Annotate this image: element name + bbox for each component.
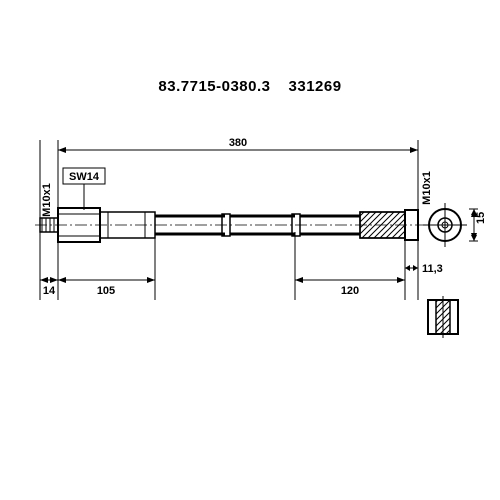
thread-left: M10x1 [41, 183, 53, 217]
dim-105-val: 105 [97, 285, 115, 297]
dim-14-val: 14 [43, 285, 56, 297]
thread-right: M10x1 [421, 171, 433, 205]
dim-11-3-val: 11,3 [422, 263, 443, 275]
dim-120-val: 120 [341, 285, 359, 297]
dim-overall-value: 380 [229, 137, 247, 149]
diagram-svg: 380 SW14 M10x1 [0, 0, 500, 500]
dim-15: 15 [475, 212, 487, 224]
drawing-canvas: 83.7715-0380.3331269 [0, 0, 500, 500]
detail-block [428, 296, 458, 338]
wrench-label: SW14 [69, 171, 100, 183]
